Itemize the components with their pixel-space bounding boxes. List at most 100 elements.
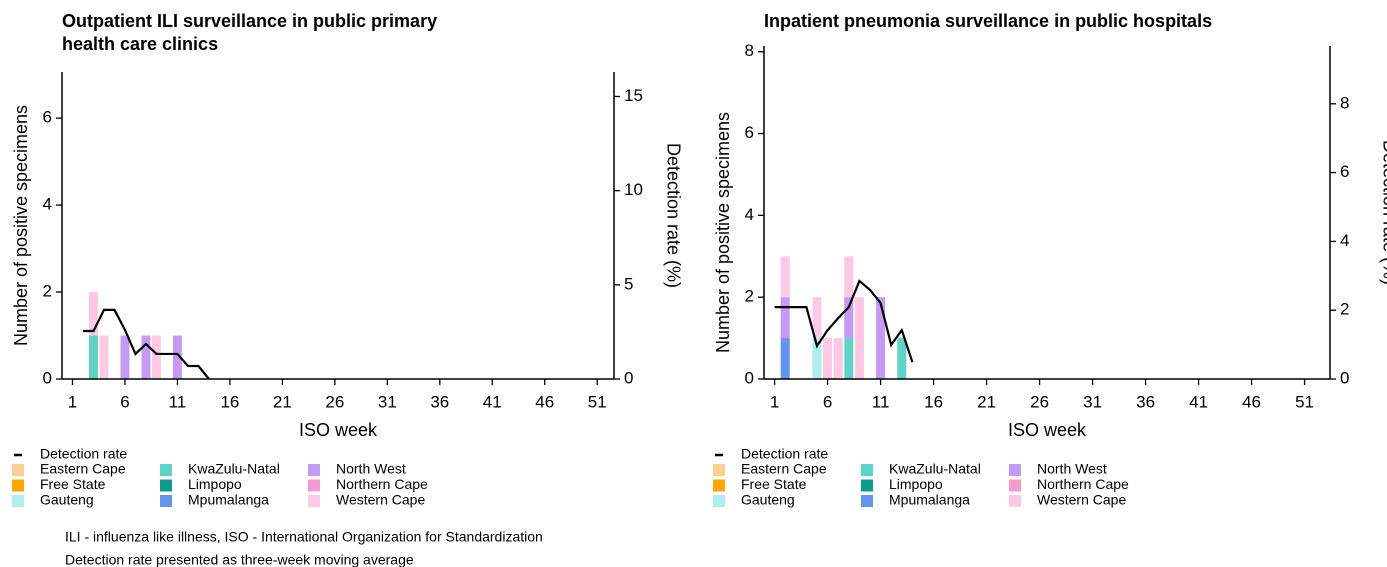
chart-title: Inpatient pneumonia surveillance in publ… (764, 11, 1213, 31)
x-tick-label: 36 (1136, 392, 1155, 411)
legend-label: Eastern Cape (40, 461, 126, 477)
legend-swatch (713, 495, 725, 507)
legend-swatch (861, 495, 873, 507)
bar (844, 256, 854, 298)
x-tick-label: 21 (977, 392, 996, 411)
legend-label: North West (336, 461, 406, 477)
bar (844, 297, 854, 339)
legend-swatch (160, 464, 172, 476)
footnote: ILI - influenza like illness, ISO - Inte… (65, 529, 543, 545)
y-tick-label: 0 (745, 368, 754, 387)
legend-swatch (713, 479, 725, 492)
legend-swatch (12, 495, 24, 507)
bar (812, 297, 822, 339)
legend-swatch (1009, 464, 1021, 476)
legend-label: Detection rate (741, 446, 828, 462)
legend-label: Detection rate (40, 446, 127, 462)
legend-label: Limpopo (188, 476, 242, 492)
legend-label: KwaZulu-Natal (889, 461, 981, 477)
legend-label: Gauteng (741, 492, 795, 508)
bar (780, 256, 790, 298)
legend-label: Western Cape (1037, 492, 1126, 508)
x-tick-label: 51 (588, 392, 607, 411)
legend-swatch (308, 495, 320, 507)
legend-label: Eastern Cape (741, 461, 827, 477)
legend-label: North West (1037, 461, 1107, 477)
chart-title: Outpatient ILI surveillance in public pr… (62, 11, 438, 54)
y2-axis-label: Detection rate (%) (1379, 140, 1387, 285)
y-tick-label: 6 (745, 123, 754, 142)
y2-tick-label: 8 (1340, 93, 1349, 112)
x-tick-label: 31 (1083, 392, 1102, 411)
x-tick-label: 11 (872, 392, 890, 411)
x-tick-label: 36 (430, 392, 449, 411)
legend-label: Free State (741, 476, 807, 492)
legend-swatch (308, 464, 320, 476)
y2-tick-label: 15 (624, 86, 643, 105)
legend-label: Limpopo (889, 476, 943, 492)
y2-tick-label: 0 (624, 368, 633, 387)
y-axis-label: Number of positive specimens (713, 112, 733, 353)
legend-label: Mpumalanga (889, 492, 970, 508)
x-tick-label: 26 (1030, 392, 1049, 411)
legend-swatch (160, 495, 172, 507)
bar (780, 297, 790, 339)
x-tick-label: 26 (325, 392, 344, 411)
legend-swatch (1009, 495, 1021, 507)
y-tick-label: 2 (745, 287, 754, 306)
y2-tick-label: 2 (1340, 300, 1349, 319)
y-tick-label: 4 (43, 195, 52, 214)
x-tick-label: 11 (169, 392, 187, 411)
bar (780, 338, 790, 379)
line (82, 308, 210, 380)
bar (844, 338, 854, 379)
legend-swatch (861, 479, 873, 492)
y-tick-label: 0 (43, 368, 52, 387)
y2-tick-label: 5 (624, 274, 633, 293)
bar (151, 335, 161, 379)
legend-label: KwaZulu-Natal (188, 461, 280, 477)
bar (99, 335, 109, 379)
x-axis-label: ISO week (1008, 420, 1087, 440)
legend-swatch (861, 464, 873, 476)
legend-label: Free State (40, 476, 106, 492)
bar (141, 335, 151, 379)
bar (854, 297, 864, 379)
legend-swatch (1009, 479, 1021, 492)
legend-swatch (713, 464, 725, 476)
y2-tick-label: 10 (624, 180, 643, 199)
x-tick-label: 6 (823, 392, 832, 411)
x-tick-label: 21 (273, 392, 292, 411)
legend-swatch (160, 479, 172, 492)
x-tick-label: 1 (68, 392, 77, 411)
x-tick-label: 16 (220, 392, 239, 411)
bar (897, 338, 907, 379)
x-tick-label: 16 (924, 392, 943, 411)
legend-swatch (308, 479, 320, 492)
y-tick-label: 8 (745, 41, 754, 60)
bar (89, 335, 98, 379)
bar (89, 292, 98, 336)
legend-swatch (12, 464, 24, 476)
y-tick-label: 6 (43, 108, 52, 127)
y2-axis-label: Detection rate (%) (663, 143, 683, 288)
x-tick-label: 46 (535, 392, 554, 411)
bar (833, 338, 843, 379)
y-tick-label: 2 (43, 282, 52, 301)
x-tick-label: 6 (120, 392, 129, 411)
y-axis-label: Number of positive specimens (11, 105, 31, 346)
y2-tick-label: 4 (1340, 231, 1349, 250)
y-tick-label: 4 (745, 205, 754, 224)
bar (172, 335, 182, 379)
x-tick-label: 46 (1242, 392, 1261, 411)
bar (120, 335, 130, 379)
legend-label: Mpumalanga (188, 492, 269, 508)
x-axis-label: ISO week (299, 420, 378, 440)
x-tick-label: 31 (378, 392, 397, 411)
legend-label: Western Cape (336, 492, 425, 508)
bar (812, 338, 822, 379)
bar (876, 297, 886, 379)
x-tick-label: 41 (483, 392, 502, 411)
footnote: Detection rate presented as three-week m… (65, 552, 414, 567)
